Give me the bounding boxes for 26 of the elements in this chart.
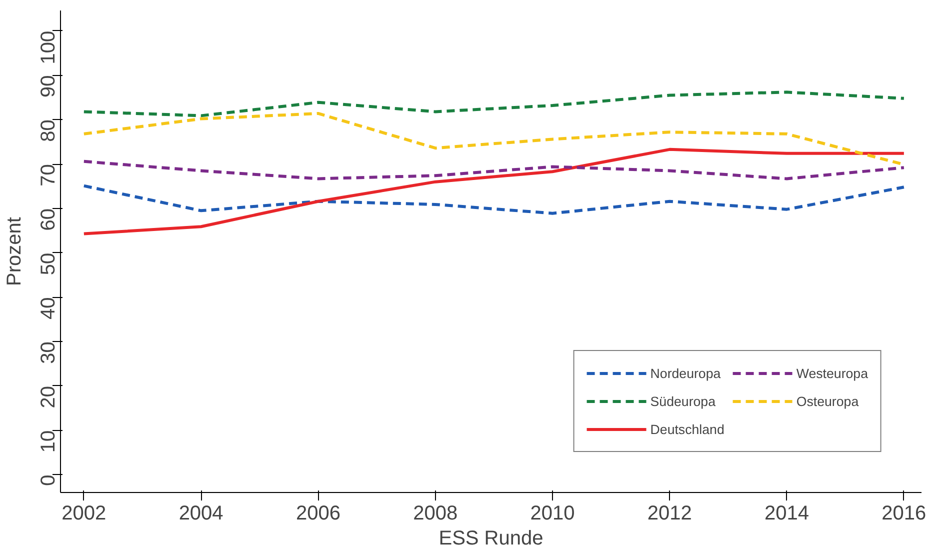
y-tick-label: 60 — [38, 208, 60, 231]
x-tick-label: 2004 — [178, 502, 224, 524]
y-tick-label: 80 — [38, 120, 60, 142]
legend-label: Deutschland — [650, 422, 724, 436]
y-tick-label: 70 — [38, 164, 60, 186]
y-tick-label: 100 — [38, 30, 60, 64]
x-tick-label: 2010 — [530, 502, 575, 524]
x-tick-label: 2012 — [647, 502, 692, 524]
y-tick-label: 40 — [38, 297, 60, 320]
y-tick-label: 90 — [38, 75, 60, 98]
y-tick-label: 10 — [38, 430, 60, 453]
x-tick-label: 2014 — [764, 502, 810, 524]
x-tick-label: 2016 — [882, 502, 926, 524]
y-tick-label: 0 — [38, 474, 60, 486]
x-tick-label: 2002 — [62, 502, 106, 524]
y-tick-label: 50 — [38, 252, 60, 276]
legend-label: Westeuropa — [796, 366, 868, 380]
x-tick-label: 2006 — [296, 502, 340, 524]
y-tick-label: 30 — [38, 342, 60, 364]
y-tick-label: 20 — [38, 386, 60, 408]
legend-label: Südeuropa — [650, 394, 716, 408]
legend-label: Nordeuropa — [650, 366, 721, 380]
legend-label: Osteuropa — [796, 394, 859, 408]
x-tick-label: 2008 — [413, 502, 458, 524]
y-axis-title: Prozent — [4, 216, 26, 286]
x-axis-title: ESS Runde — [438, 528, 544, 550]
